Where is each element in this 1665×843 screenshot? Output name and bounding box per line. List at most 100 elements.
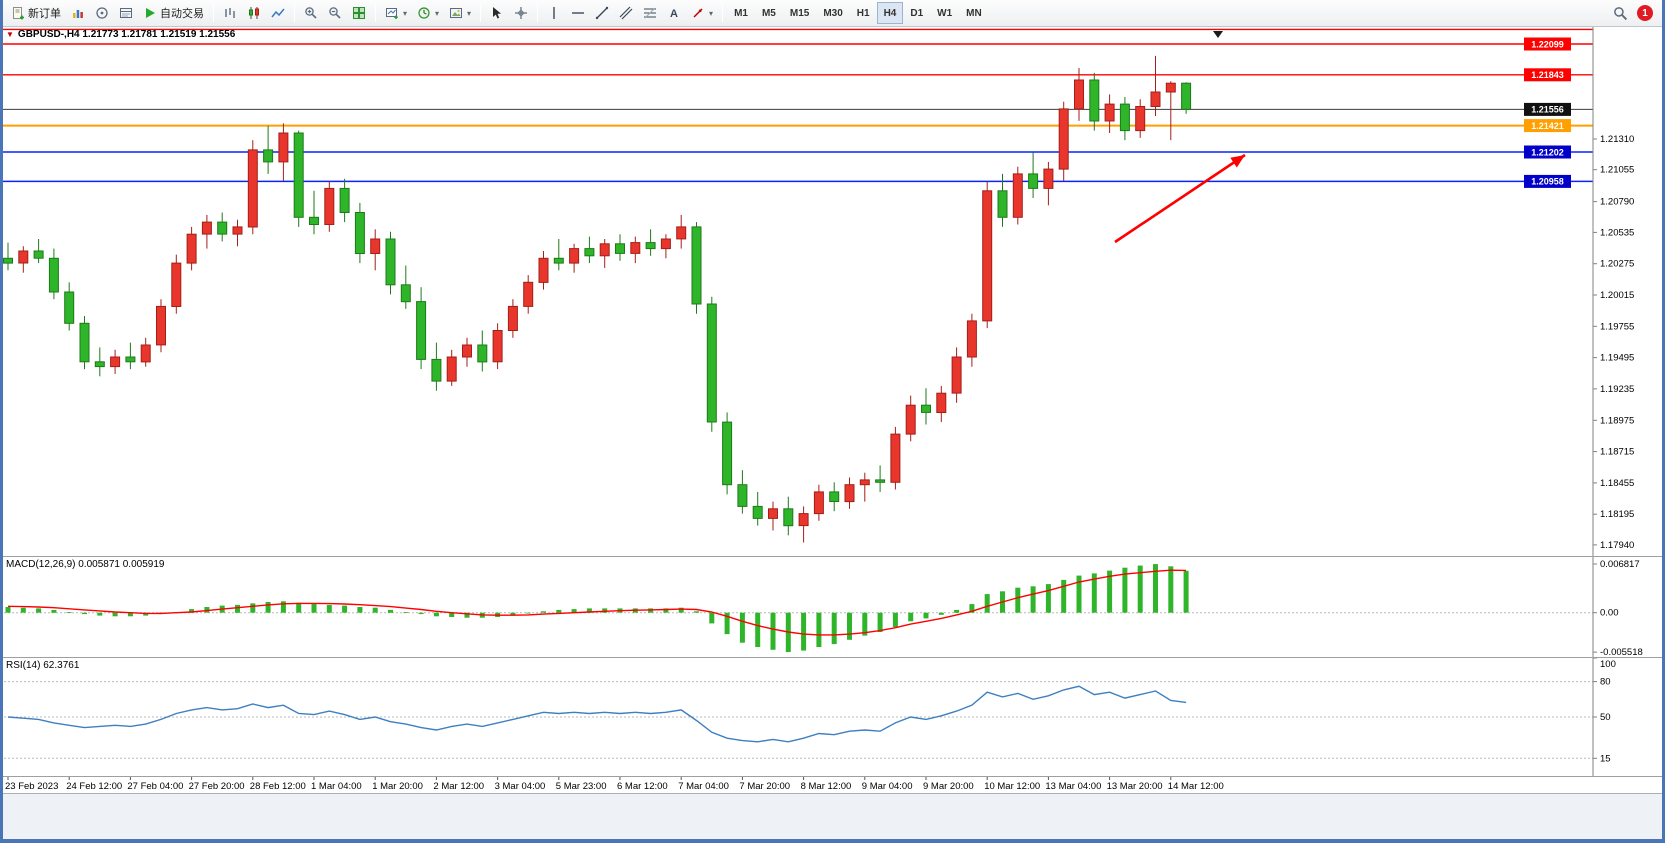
svg-text:1.20790: 1.20790 (1600, 197, 1634, 208)
price-axis[interactable]: 1.21310 1.21055 1.20790 1.20535 1.20275 1.200… (1592, 27, 1634, 556)
notification-badge[interactable]: 1 (1637, 5, 1653, 21)
svg-text:0.006817: 0.006817 (1600, 559, 1640, 570)
macd-panel[interactable]: MACD(12,26,9) 0.005871 0.005919 0.006817… (0, 557, 1665, 657)
line-chart-icon (271, 8, 285, 18)
horizontal-line-tool-button[interactable] (566, 2, 590, 24)
navigator-button[interactable] (90, 2, 114, 24)
rsi-panel[interactable]: RSI(14) 62.3761 100 80 50 15 (0, 658, 1665, 776)
panel-divider[interactable] (0, 776, 1665, 777)
period-button[interactable]: ▾ (412, 2, 444, 24)
search-button[interactable] (1608, 2, 1633, 24)
fibonacci-tool-button[interactable] (638, 2, 662, 24)
zoom-out-button[interactable] (323, 2, 347, 24)
cursor-arrow-icon (493, 7, 502, 19)
price-chart[interactable]: 1.21310 1.21055 1.20790 1.20535 1.20275 1.200… (0, 27, 1665, 556)
macd-axis[interactable]: 0.006817 0.00 -0.005518 (1592, 557, 1643, 657)
panel-divider[interactable] (0, 657, 1665, 658)
timeframe-d1-button[interactable]: D1 (903, 2, 930, 24)
timeframe-m15-button[interactable]: M15 (783, 2, 816, 24)
svg-text:1.19235: 1.19235 (1600, 384, 1634, 395)
svg-text:1.19495: 1.19495 (1600, 353, 1634, 364)
channel-icon (619, 6, 633, 20)
macd-histogram (5, 564, 1189, 652)
vertical-line-icon (553, 7, 555, 19)
svg-text:0.00: 0.00 (1600, 608, 1619, 619)
svg-text:27 Feb 20:00: 27 Feb 20:00 (189, 781, 245, 792)
timeframe-m1-button[interactable]: M1 (727, 2, 755, 24)
arrows-tool-button[interactable]: ▾ (686, 2, 718, 24)
autotrading-play-icon (146, 8, 155, 18)
svg-text:100: 100 (1600, 659, 1616, 670)
zoom-in-icon (305, 7, 317, 19)
new-chart-button[interactable]: ▾ (380, 2, 412, 24)
toolbar-separator (480, 4, 482, 22)
line-chart-type-button[interactable] (266, 2, 290, 24)
trendline-tool-button[interactable] (590, 2, 614, 24)
chevron-down-icon: ▾ (467, 8, 472, 18)
chevron-down-icon: ▾ (403, 8, 408, 18)
candlestick-type-button[interactable] (242, 2, 266, 24)
tile-windows-button[interactable] (347, 2, 371, 24)
svg-text:15: 15 (1600, 753, 1611, 764)
svg-text:10 Mar 12:00: 10 Mar 12:00 (984, 781, 1040, 792)
cursor-button[interactable] (485, 2, 509, 24)
text-tool-button[interactable]: A (662, 2, 686, 24)
timeframe-m5-button[interactable]: M5 (755, 2, 783, 24)
window-bottom-area (0, 794, 1665, 843)
search-icon (1614, 6, 1628, 20)
svg-text:28 Feb 12:00: 28 Feb 12:00 (250, 781, 306, 792)
main-chart-panel[interactable]: ▼ GBPUSD-,H4 1.21773 1.21781 1.21519 1.2… (0, 27, 1665, 556)
autotrading-button[interactable]: 自动交易 (138, 2, 209, 24)
time-axis[interactable]: 23 Feb 2023 24 Feb 12:00 27 Feb 04:00 27 Fe… (0, 777, 1665, 794)
chart-collapse-icon[interactable]: ▼ (6, 30, 14, 39)
time-axis-labels: 23 Feb 2023 24 Feb 12:00 27 Feb 04:00 27 Fe… (5, 777, 1224, 792)
svg-text:1.21843: 1.21843 (1531, 70, 1564, 80)
timeframe-h1-button[interactable]: H1 (850, 2, 877, 24)
main-toolbar: 新订单 自动交易 (0, 0, 1665, 27)
trendline-icon (595, 6, 609, 20)
panel-divider[interactable] (0, 556, 1665, 557)
timeframe-w1-button[interactable]: W1 (930, 2, 959, 24)
macd-signal-line (7, 569, 1187, 636)
svg-text:1.20958: 1.20958 (1531, 177, 1564, 187)
rsi-label: RSI(14) 62.3761 (6, 660, 80, 671)
vertical-line-tool-button[interactable] (542, 2, 566, 24)
svg-text:7 Mar 20:00: 7 Mar 20:00 (739, 781, 790, 792)
macd-chart[interactable]: 0.006817 0.00 -0.005518 (0, 557, 1665, 657)
templates-button[interactable]: ▾ (444, 2, 476, 24)
toolbar-separator (537, 4, 539, 22)
macd-label: MACD(12,26,9) 0.005871 0.005919 (6, 559, 165, 570)
svg-text:3 Mar 04:00: 3 Mar 04:00 (495, 781, 546, 792)
svg-text:1.18195: 1.18195 (1600, 509, 1634, 520)
price-hlines[interactable] (0, 28, 1593, 183)
svg-text:24 Feb 12:00: 24 Feb 12:00 (66, 781, 122, 792)
timeframe-h4-button[interactable]: H4 (876, 2, 904, 24)
time-axis-panel[interactable]: 23 Feb 2023 24 Feb 12:00 27 Feb 04:00 27 Fe… (0, 777, 1665, 794)
svg-text:1.20275: 1.20275 (1600, 259, 1634, 270)
chart-title: ▼ GBPUSD-,H4 1.21773 1.21781 1.21519 1.2… (6, 29, 235, 40)
zoom-in-button[interactable] (299, 2, 323, 24)
svg-text:1.19755: 1.19755 (1600, 321, 1634, 332)
chart-shift-marker[interactable] (1213, 31, 1223, 38)
new-order-button[interactable]: 新订单 (6, 2, 66, 24)
market-watch-icon (73, 10, 83, 18)
bar-chart-type-button[interactable] (218, 2, 242, 24)
trend-arrow[interactable] (1114, 153, 1246, 244)
autotrading-label: 自动交易 (160, 8, 204, 20)
channel-tool-button[interactable] (614, 2, 638, 24)
arrow-symbol-icon (693, 8, 703, 18)
timeframe-mn-button[interactable]: MN (959, 2, 989, 24)
svg-text:27 Feb 04:00: 27 Feb 04:00 (127, 781, 183, 792)
tile-windows-icon (353, 7, 365, 19)
svg-text:-0.005518: -0.005518 (1600, 647, 1643, 657)
crosshair-button[interactable] (509, 2, 533, 24)
market-watch-button[interactable] (66, 2, 90, 24)
terminal-button[interactable] (114, 2, 138, 24)
horizontal-line-icon (572, 12, 585, 14)
rsi-chart[interactable]: 100 80 50 15 (0, 658, 1665, 776)
svg-text:80: 80 (1600, 677, 1611, 688)
timeframe-m30-button[interactable]: M30 (816, 2, 849, 24)
rsi-axis[interactable]: 100 80 50 15 (1592, 658, 1616, 776)
svg-text:1.18715: 1.18715 (1600, 447, 1634, 458)
svg-text:1.21556: 1.21556 (1531, 105, 1564, 115)
